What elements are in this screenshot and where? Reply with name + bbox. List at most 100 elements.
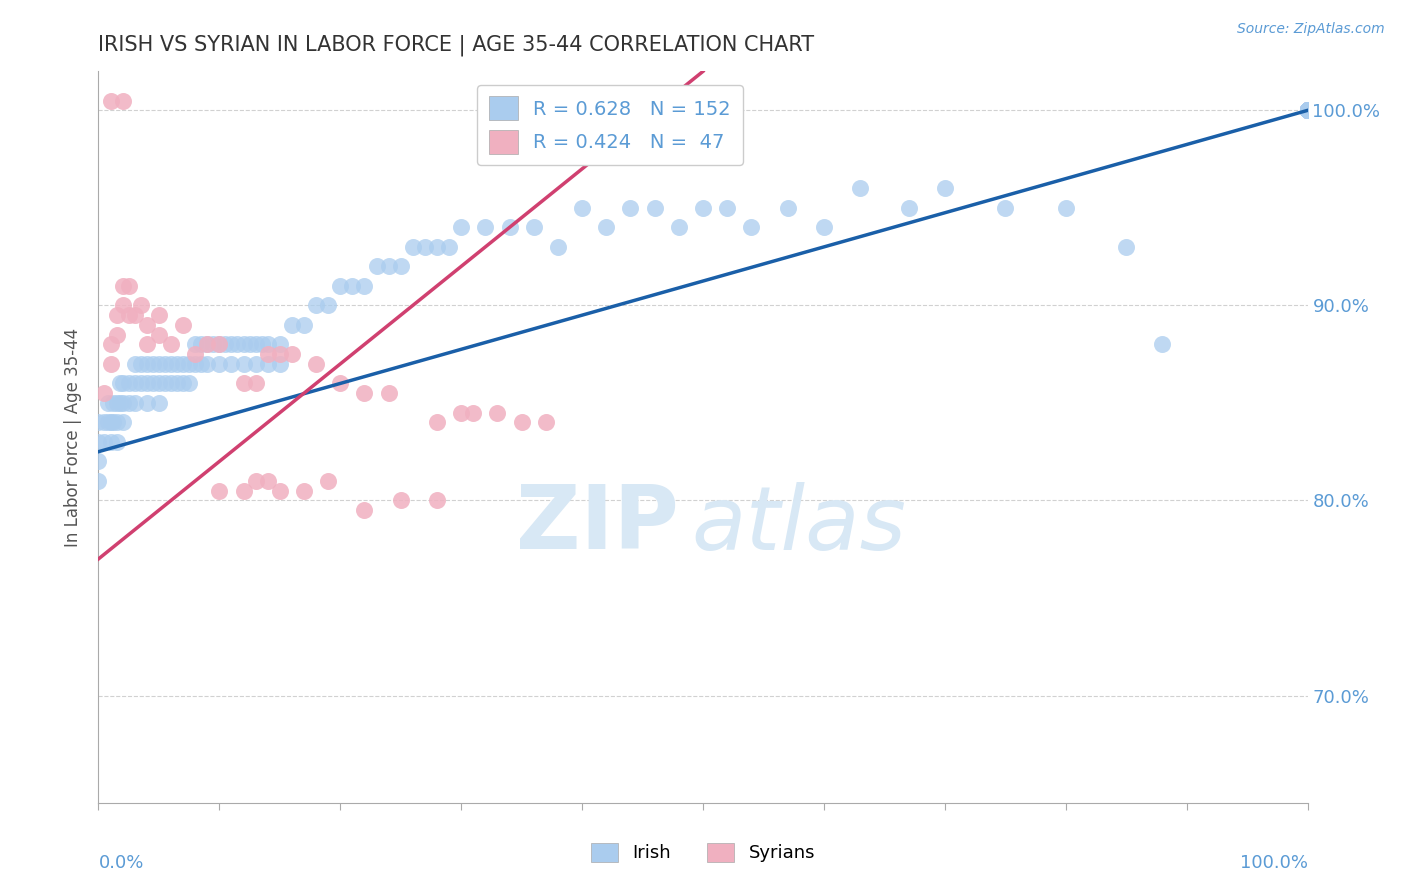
Point [190, 337, 212, 351]
Point [498, 220, 520, 235]
Point [148, 327, 170, 342]
Point [1296, 103, 1319, 118]
Point [1296, 103, 1319, 118]
Point [160, 337, 183, 351]
Point [1296, 103, 1319, 118]
Point [195, 357, 218, 371]
Point [105, 434, 128, 449]
Point [124, 357, 146, 371]
Point [353, 386, 375, 401]
Point [245, 357, 267, 371]
Point [111, 376, 134, 391]
Point [208, 357, 231, 371]
Point [100, 337, 122, 351]
Point [232, 337, 254, 351]
Text: 0.0%: 0.0% [98, 854, 143, 872]
Point [153, 357, 176, 371]
Point [172, 318, 194, 332]
Text: ZIP: ZIP [516, 482, 679, 568]
Point [269, 347, 291, 361]
Point [226, 337, 249, 351]
Point [184, 357, 207, 371]
Point [281, 318, 304, 332]
Point [148, 357, 170, 371]
Point [474, 220, 496, 235]
Point [108, 376, 131, 391]
Point [305, 298, 328, 312]
Point [450, 406, 472, 420]
Point [195, 337, 218, 351]
Point [100, 416, 122, 430]
Point [1296, 103, 1319, 118]
Point [245, 337, 267, 351]
Point [108, 396, 131, 410]
Point [87, 454, 110, 468]
Point [1296, 103, 1319, 118]
Point [1296, 103, 1319, 118]
Point [100, 434, 122, 449]
Point [1296, 103, 1319, 118]
Point [1296, 103, 1319, 118]
Point [1296, 103, 1319, 118]
Point [813, 220, 835, 235]
Text: IRISH VS SYRIAN IN LABOR FORCE | AGE 35-44 CORRELATION CHART: IRISH VS SYRIAN IN LABOR FORCE | AGE 35-… [98, 35, 814, 56]
Point [256, 357, 278, 371]
Point [486, 406, 509, 420]
Point [934, 181, 956, 195]
Point [1296, 103, 1319, 118]
Legend: Irish, Syrians: Irish, Syrians [583, 836, 823, 870]
Point [1296, 103, 1319, 118]
Point [534, 416, 557, 430]
Point [172, 376, 194, 391]
Point [129, 357, 152, 371]
Point [1296, 103, 1319, 118]
Point [426, 493, 449, 508]
Point [160, 357, 183, 371]
Point [281, 347, 304, 361]
Point [1296, 103, 1319, 118]
Text: atlas: atlas [690, 482, 905, 568]
Point [160, 376, 183, 391]
Point [172, 357, 194, 371]
Point [1296, 103, 1319, 118]
Point [166, 376, 188, 391]
Point [437, 240, 460, 254]
Legend: R = 0.628   N = 152, R = 0.424   N =  47: R = 0.628 N = 152, R = 0.424 N = 47 [477, 85, 742, 165]
Point [190, 357, 212, 371]
Point [269, 357, 291, 371]
Point [256, 337, 278, 351]
Point [1296, 103, 1319, 118]
Point [221, 357, 243, 371]
Point [87, 416, 110, 430]
Point [1296, 103, 1319, 118]
Point [1296, 103, 1319, 118]
Point [232, 376, 254, 391]
Point [202, 337, 225, 351]
Point [740, 220, 762, 235]
Point [118, 308, 141, 322]
Point [148, 308, 170, 322]
Point [105, 327, 128, 342]
Point [100, 357, 122, 371]
Point [105, 308, 128, 322]
Point [1296, 103, 1319, 118]
Point [1296, 103, 1319, 118]
Point [716, 201, 738, 215]
Point [1296, 103, 1319, 118]
Point [256, 347, 278, 361]
Point [153, 376, 176, 391]
Point [1296, 103, 1319, 118]
Point [692, 201, 714, 215]
Point [111, 416, 134, 430]
Point [232, 483, 254, 498]
Point [142, 357, 165, 371]
Point [353, 279, 375, 293]
Y-axis label: In Labor Force | Age 35-44: In Labor Force | Age 35-44 [65, 327, 83, 547]
Point [1296, 103, 1319, 118]
Point [426, 240, 449, 254]
Point [111, 94, 134, 108]
Point [389, 260, 412, 274]
Point [1296, 103, 1319, 118]
Point [547, 240, 569, 254]
Point [644, 201, 666, 215]
